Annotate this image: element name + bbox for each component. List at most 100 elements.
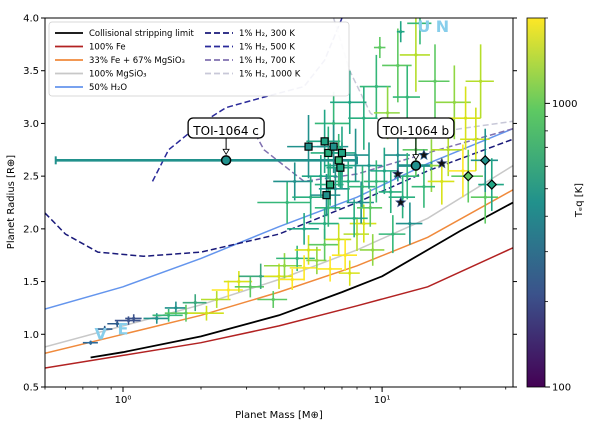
data-point-70 xyxy=(408,221,412,226)
data-point-1 xyxy=(103,327,107,331)
data-point-73 xyxy=(359,200,363,205)
data-point-17 xyxy=(277,274,281,278)
data-point-24 xyxy=(323,243,327,247)
legend-label-4: 50% H₂O xyxy=(89,83,127,93)
data-point-31 xyxy=(371,248,375,252)
colorbar-tick-label-1: 1000 xyxy=(552,99,577,110)
star-marker-0 xyxy=(392,167,404,179)
data-point-63 xyxy=(433,79,437,83)
diamond-marker-1 xyxy=(479,154,491,166)
curve-0 xyxy=(90,201,513,359)
colorbar-tick-label-0: 100 xyxy=(552,383,571,394)
callout-label-1: TOI-1064 b xyxy=(382,124,450,138)
curve-4 xyxy=(45,128,513,310)
data-point-74 xyxy=(368,206,372,210)
data-point-13 xyxy=(237,279,241,284)
data-point-34 xyxy=(309,195,313,199)
data-point-33 xyxy=(293,179,297,184)
callout-arrowhead-1 xyxy=(412,154,420,161)
data-point-20 xyxy=(295,256,299,260)
solar-label-2: U xyxy=(417,17,430,36)
highlight-marker-0 xyxy=(220,155,232,166)
data-point-68 xyxy=(378,45,382,50)
star-marker-3 xyxy=(436,157,448,169)
legend-label-2: 33% Fe + 67% MgSiO₃ xyxy=(89,56,185,66)
data-point-39 xyxy=(346,179,350,184)
square-marker-4 xyxy=(334,156,343,165)
solar-label-3: N xyxy=(436,17,449,36)
data-point-76 xyxy=(422,185,426,189)
data-point-69 xyxy=(399,30,403,34)
data-point-9 xyxy=(193,301,197,305)
data-point-10 xyxy=(204,311,209,315)
data-point-8 xyxy=(184,311,188,315)
legend-box xyxy=(48,21,350,97)
data-point-51 xyxy=(446,148,450,152)
data-point-78 xyxy=(323,221,327,226)
data-point-55 xyxy=(332,121,336,126)
data-point-36 xyxy=(326,206,330,210)
colorbar-label: Tₑq [K] xyxy=(574,183,585,218)
data-point-49 xyxy=(429,164,434,168)
data-point-18 xyxy=(282,264,287,268)
legend: Collisional stripping limit 100% Fe 33% Fe… xyxy=(48,21,350,97)
square-marker-2 xyxy=(324,148,333,158)
data-point-77 xyxy=(302,227,306,231)
data-point-54 xyxy=(483,195,487,199)
data-point-5 xyxy=(155,316,159,321)
data-point-71 xyxy=(391,232,395,236)
star-marker-2 xyxy=(418,149,430,160)
data-point-67 xyxy=(418,21,422,25)
data-point-29 xyxy=(355,232,359,236)
colorbar-gradient xyxy=(526,17,546,388)
data-point-2 xyxy=(115,322,119,326)
data-point-22 xyxy=(306,248,311,252)
data-point-43 xyxy=(374,179,378,184)
legend-label-5: 1% H₂, 300 K xyxy=(239,29,295,39)
y-tick-label-1: 1.0 xyxy=(23,330,39,341)
callout-label-0: TOI-1064 c xyxy=(192,124,259,138)
data-point-32 xyxy=(285,200,289,205)
data-point-26 xyxy=(337,237,341,241)
square-marker-5 xyxy=(337,148,347,158)
data-point-53 xyxy=(474,137,478,141)
legend-label-6: 1% H₂, 500 K xyxy=(239,43,295,53)
square-marker-8 xyxy=(336,163,345,172)
y-tick-label-7: 4.0 xyxy=(23,14,39,25)
curve-2 xyxy=(45,189,513,355)
y-tick-label-5: 3.0 xyxy=(23,119,39,130)
square-marker-1 xyxy=(320,137,329,146)
data-point-42 xyxy=(367,164,371,168)
legend-label-8: 1% H₂, 1000 K xyxy=(239,70,301,80)
data-point-75 xyxy=(401,195,405,199)
data-point-19 xyxy=(290,277,294,282)
data-markers xyxy=(89,21,498,345)
curve-1 xyxy=(45,247,513,369)
data-point-6 xyxy=(167,313,171,317)
data-point-62 xyxy=(414,53,418,57)
data-point-59 xyxy=(386,111,390,115)
y-tick-label-0: 0.5 xyxy=(23,383,39,394)
square-marker-0 xyxy=(304,142,313,151)
data-point-45 xyxy=(389,190,393,194)
data-point-65 xyxy=(464,116,468,120)
data-point-72 xyxy=(352,216,356,220)
legend-label-0: Collisional stripping limit xyxy=(89,29,194,39)
data-point-4 xyxy=(132,316,136,321)
data-point-16 xyxy=(271,297,275,302)
data-point-46 xyxy=(396,153,400,157)
data-point-25 xyxy=(328,267,332,271)
data-point-44 xyxy=(382,169,386,173)
legend-label-3: 100% MgSiO₃ xyxy=(89,70,147,80)
data-point-56 xyxy=(348,100,352,104)
legend-label-1: 100% Fe xyxy=(89,43,126,53)
data-point-11 xyxy=(215,297,219,302)
data-point-41 xyxy=(360,185,365,189)
square-marker-3 xyxy=(329,142,338,151)
data-point-14 xyxy=(248,285,252,289)
data-point-66 xyxy=(479,79,483,83)
data-point-58 xyxy=(374,84,378,89)
data-point-37 xyxy=(333,187,337,191)
curve-5 xyxy=(45,138,513,258)
